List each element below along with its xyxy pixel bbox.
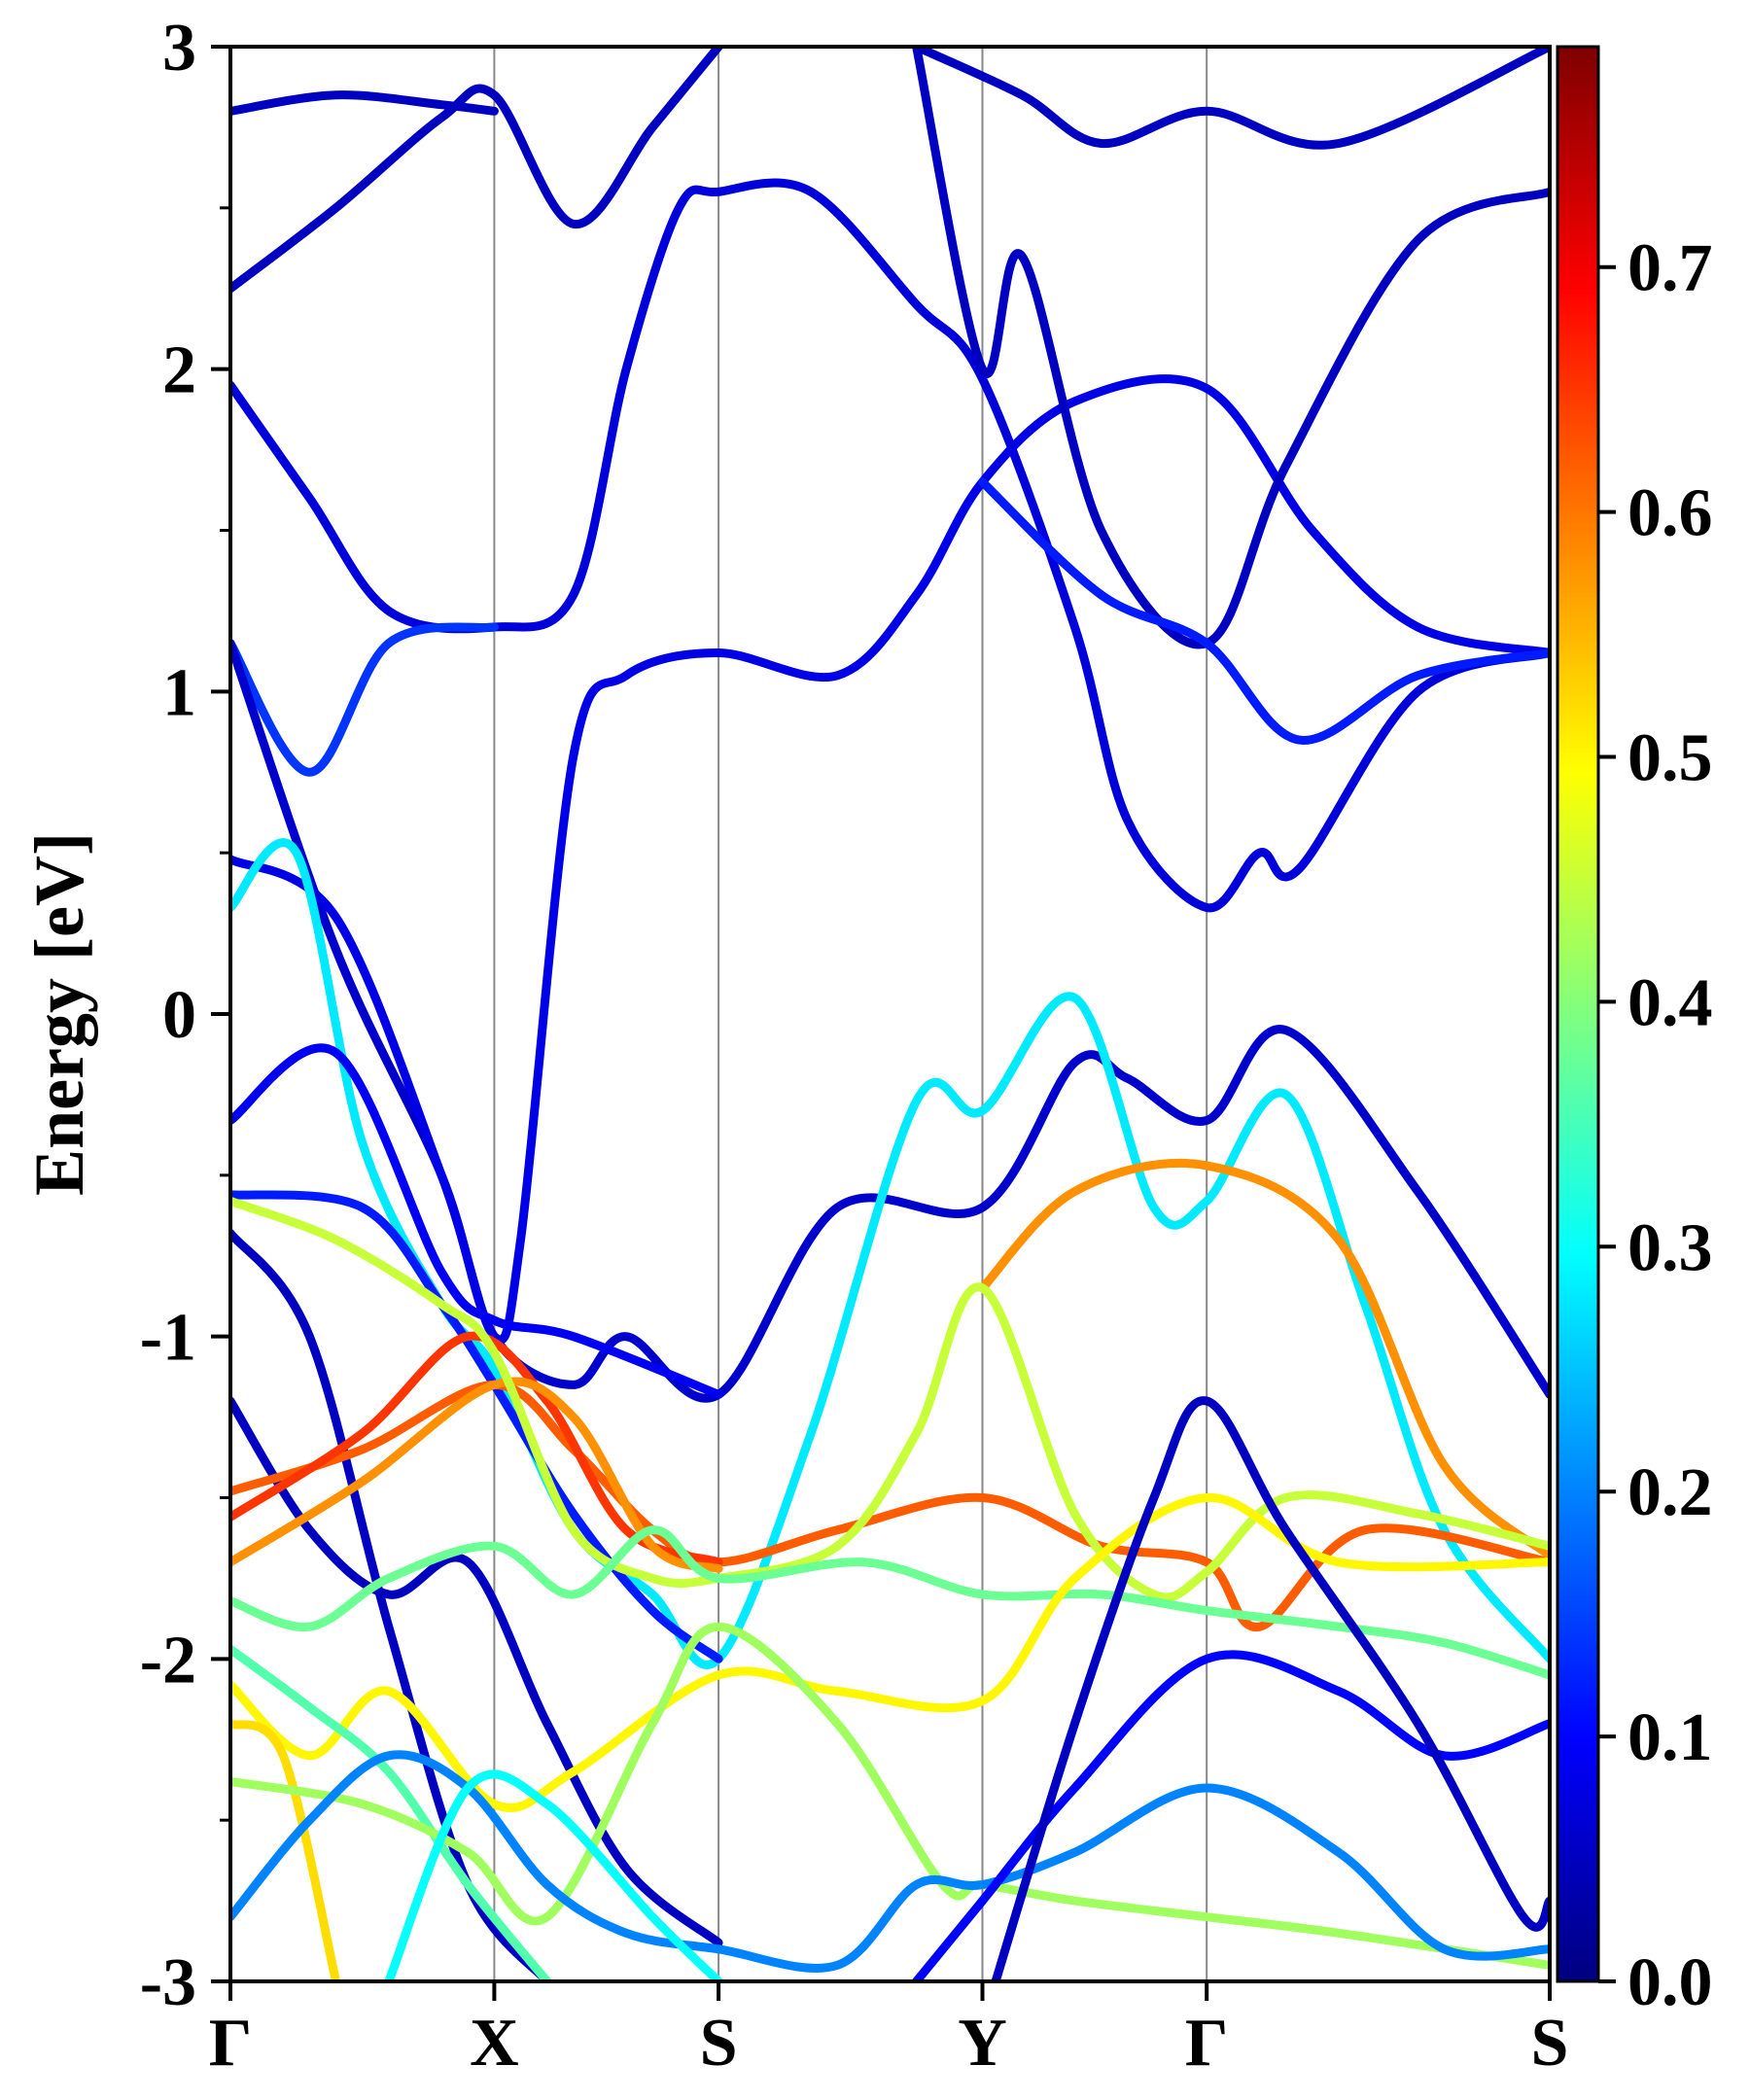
y-tick-label: -2 [140,1623,196,1698]
band-line [991,1396,1550,1981]
y-tick-label: 1 [162,655,196,730]
x-tick-label: Y [958,2006,1007,2081]
y-tick-label: 2 [162,333,196,408]
y-tick-label: -1 [140,1301,196,1376]
band-line [230,1644,552,1981]
y-tick-label: -3 [140,1945,196,2020]
band-line [230,1396,723,1947]
colorbar-tick-label: 0.4 [1628,965,1713,1040]
band-line [384,1769,723,1981]
band-line [230,47,723,294]
bands [230,47,1550,1981]
colorbar-axis: 0.0 0.1 0.2 0.3 0.4 0.5 0.6 0.7 [1598,231,1713,2020]
colorbar-tick-label: 0.6 [1628,476,1713,551]
y-tick-label: 3 [162,11,196,86]
colorbar [1556,45,1600,1983]
band-line [230,1043,723,1399]
colorbar-tick-label: 0.2 [1628,1455,1713,1530]
x-tick-label: Γ [209,2006,253,2081]
band-line [230,1622,1550,1970]
band-line [230,1719,341,1981]
band-line [230,1331,723,1567]
band-line [230,1377,723,1573]
band-line [230,90,499,116]
x-tick-label: X [470,2006,519,2081]
colorbar-tick-label: 0.7 [1628,231,1713,306]
band-line [230,1196,1550,1602]
y-axis: -3 -2 -1 0 1 2 3 [140,11,230,2020]
band-line [978,477,1550,745]
band-line [912,1650,1550,1981]
colorbar-tick-label: 0.3 [1628,1210,1713,1285]
band-line [230,1229,552,1981]
band-line [912,47,1550,150]
y-tick-label: 0 [162,978,196,1053]
x-tick-label: Γ [1185,2006,1229,2081]
band-line [912,47,1550,649]
band-line [230,1380,1550,1631]
band-line [230,1492,1550,1813]
band-line [230,622,499,777]
band-line [230,374,1550,1345]
band-line [978,1159,1550,1560]
colorbar-tick-label: 0.5 [1628,721,1713,796]
band-line [230,178,1550,913]
band-line [230,1750,1550,1973]
colorbar-tick-label: 0.1 [1628,1700,1713,1775]
y-axis-label: Energy [eV] [20,832,98,1196]
colorbar-tick-label: 0.0 [1628,1945,1713,2020]
x-tick-label: S [1531,2006,1569,2081]
band-line [230,1525,1550,1680]
x-tick-label: S [700,2006,738,2081]
